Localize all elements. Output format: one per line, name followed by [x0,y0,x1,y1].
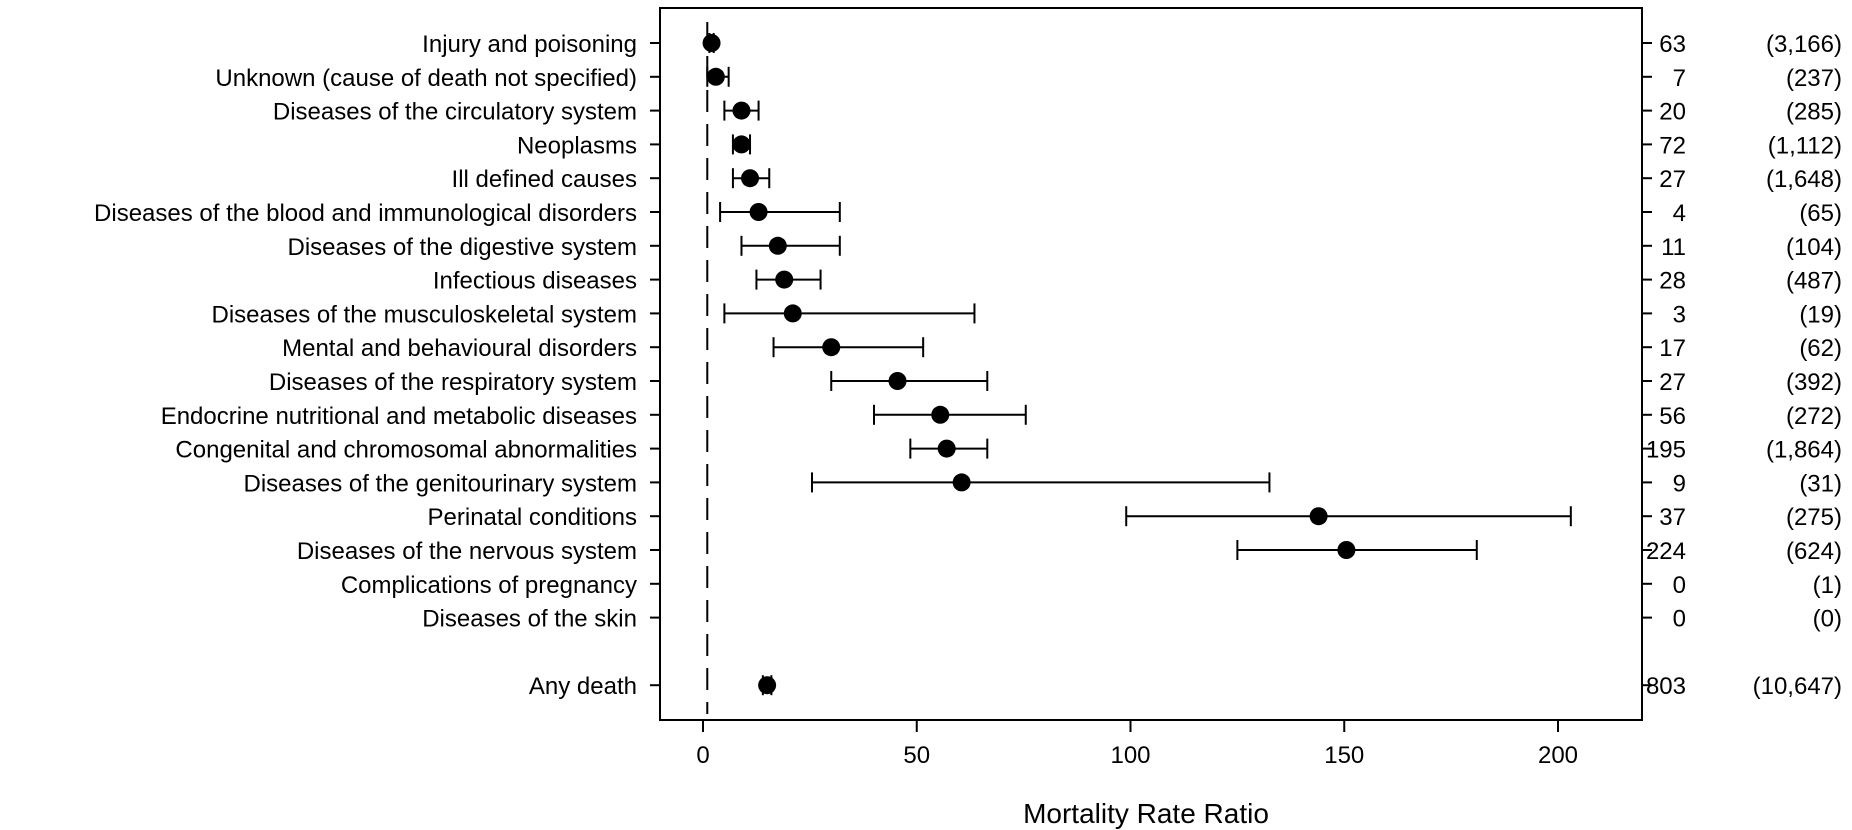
point-estimate [1337,541,1355,559]
deaths-count: 56 [1659,403,1686,430]
deaths-count: 37 [1659,504,1686,531]
x-tick-label: 200 [1538,742,1578,769]
person-years: (19) [1799,301,1842,328]
row-label: Infectious diseases [433,268,637,295]
person-years: (104) [1786,234,1842,261]
person-years: (1,648) [1766,166,1842,193]
row-label: Diseases of the digestive system [288,234,638,261]
x-axis-label: Mortality Rate Ratio [1023,798,1269,829]
x-tick-label: 100 [1110,742,1150,769]
person-years: (624) [1786,538,1842,565]
point-estimate [703,34,721,52]
deaths-count: 20 [1659,99,1686,126]
point-estimate [931,406,949,424]
person-years: (0) [1813,606,1842,633]
row-label: Ill defined causes [452,166,637,193]
person-years: (3,166) [1766,31,1842,58]
deaths-count: 27 [1659,369,1686,396]
point-estimate [938,440,956,458]
person-years: (31) [1799,470,1842,497]
person-years: (487) [1786,268,1842,295]
row-label: Diseases of the nervous system [297,538,637,565]
row-label: Diseases of the musculoskeletal system [211,301,637,328]
deaths-count: 27 [1659,166,1686,193]
deaths-count: 803 [1646,673,1686,700]
person-years: (65) [1799,200,1842,227]
person-years: (285) [1786,99,1842,126]
deaths-count: 72 [1659,132,1686,159]
deaths-count: 3 [1673,301,1686,328]
person-years: (275) [1786,504,1842,531]
deaths-count: 28 [1659,268,1686,295]
point-estimate [1310,507,1328,525]
point-estimate [822,338,840,356]
deaths-count: 9 [1673,470,1686,497]
point-estimate [750,203,768,221]
point-estimate [769,237,787,255]
plot-frame [660,8,1642,720]
row-label: Diseases of the genitourinary system [243,470,637,497]
point-estimate [707,68,725,86]
x-tick-label: 50 [903,742,930,769]
point-estimate [732,102,750,120]
x-tick-label: 150 [1324,742,1364,769]
point-estimate [953,473,971,491]
row-label: Diseases of the circulatory system [273,99,637,126]
person-years: (1,112) [1768,132,1842,159]
row-label: Mental and behavioural disorders [282,335,637,362]
row-label: Endocrine nutritional and metabolic dise… [161,403,637,430]
deaths-count: 0 [1673,572,1686,599]
row-label: Complications of pregnancy [341,572,637,599]
person-years: (237) [1786,65,1842,92]
point-estimate [775,271,793,289]
deaths-count: 63 [1659,31,1686,58]
person-years: (392) [1786,369,1842,396]
row-label: Perinatal conditions [428,504,637,531]
deaths-count: 7 [1673,65,1686,92]
row-label: Unknown (cause of death not specified) [215,65,637,92]
person-years: (62) [1799,335,1842,362]
point-estimate [889,372,907,390]
row-label: Congenital and chromosomal abnormalities [175,437,637,464]
point-estimate [784,304,802,322]
deaths-count: 0 [1673,606,1686,633]
deaths-count: 17 [1659,335,1686,362]
person-years: (1) [1813,572,1842,599]
deaths-count: 224 [1646,538,1686,565]
row-label: Diseases of the skin [422,606,637,633]
row-label: Injury and poisoning [422,31,637,58]
row-label: Any death [529,673,637,700]
x-tick-label: 0 [696,742,709,769]
row-label: Diseases of the blood and immunological … [94,200,637,227]
person-years: (1,864) [1766,437,1842,464]
point-estimate [732,135,750,153]
point-estimate [741,169,759,187]
row-label: Neoplasms [517,132,637,159]
deaths-count: 195 [1646,437,1686,464]
person-years: (272) [1786,403,1842,430]
row-label: Diseases of the respiratory system [269,369,637,396]
deaths-count: 11 [1661,234,1686,261]
deaths-count: 4 [1673,200,1686,227]
person-years: (10,647) [1753,673,1842,700]
point-estimate [758,676,776,694]
